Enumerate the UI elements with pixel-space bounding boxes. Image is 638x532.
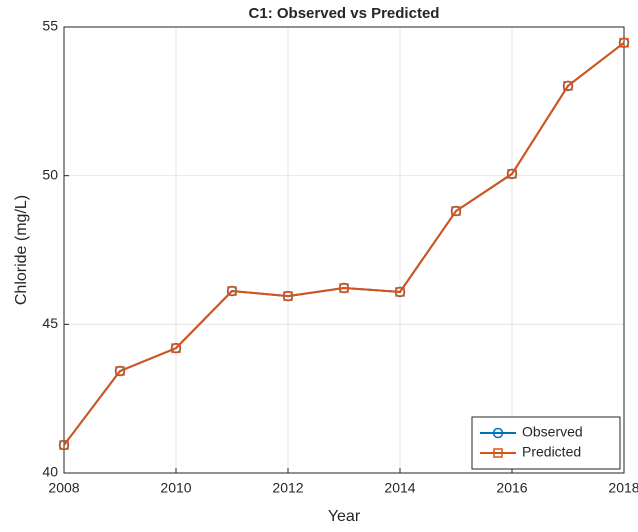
legend-box <box>471 416 621 470</box>
legend-label: Predicted <box>522 444 581 460</box>
series-line <box>63 41 625 446</box>
y-tick-label: 45 <box>42 315 58 331</box>
plot-frame <box>63 26 625 474</box>
x-tick-label: 2012 <box>272 480 303 496</box>
y-tick-label: 40 <box>42 464 58 480</box>
marker <box>283 291 293 301</box>
marker <box>619 38 629 48</box>
marker <box>227 286 237 296</box>
x-tick-label: 2014 <box>384 480 415 496</box>
marker <box>493 448 503 458</box>
x-axis-label: Year <box>328 508 361 525</box>
y-axis-label: Chloride (mg/L) <box>13 195 30 305</box>
marker <box>115 366 125 376</box>
chart-title: C1: Observed vs Predicted <box>249 5 440 22</box>
x-tick-label: 2018 <box>608 480 638 496</box>
marker <box>59 440 69 450</box>
marker <box>339 283 349 293</box>
marker <box>395 287 405 297</box>
marker <box>507 169 517 179</box>
marker <box>563 81 573 91</box>
marker <box>451 206 461 216</box>
y-tick-label: 55 <box>42 18 58 34</box>
x-tick-label: 2008 <box>48 480 79 496</box>
marker <box>171 343 181 353</box>
legend-label: Observed <box>522 424 583 440</box>
y-tick-label: 50 <box>42 166 58 182</box>
x-tick-label: 2016 <box>496 480 527 496</box>
legend: Observed Predicted <box>471 416 621 470</box>
marker <box>492 427 504 439</box>
x-tick-label: 2010 <box>160 480 191 496</box>
